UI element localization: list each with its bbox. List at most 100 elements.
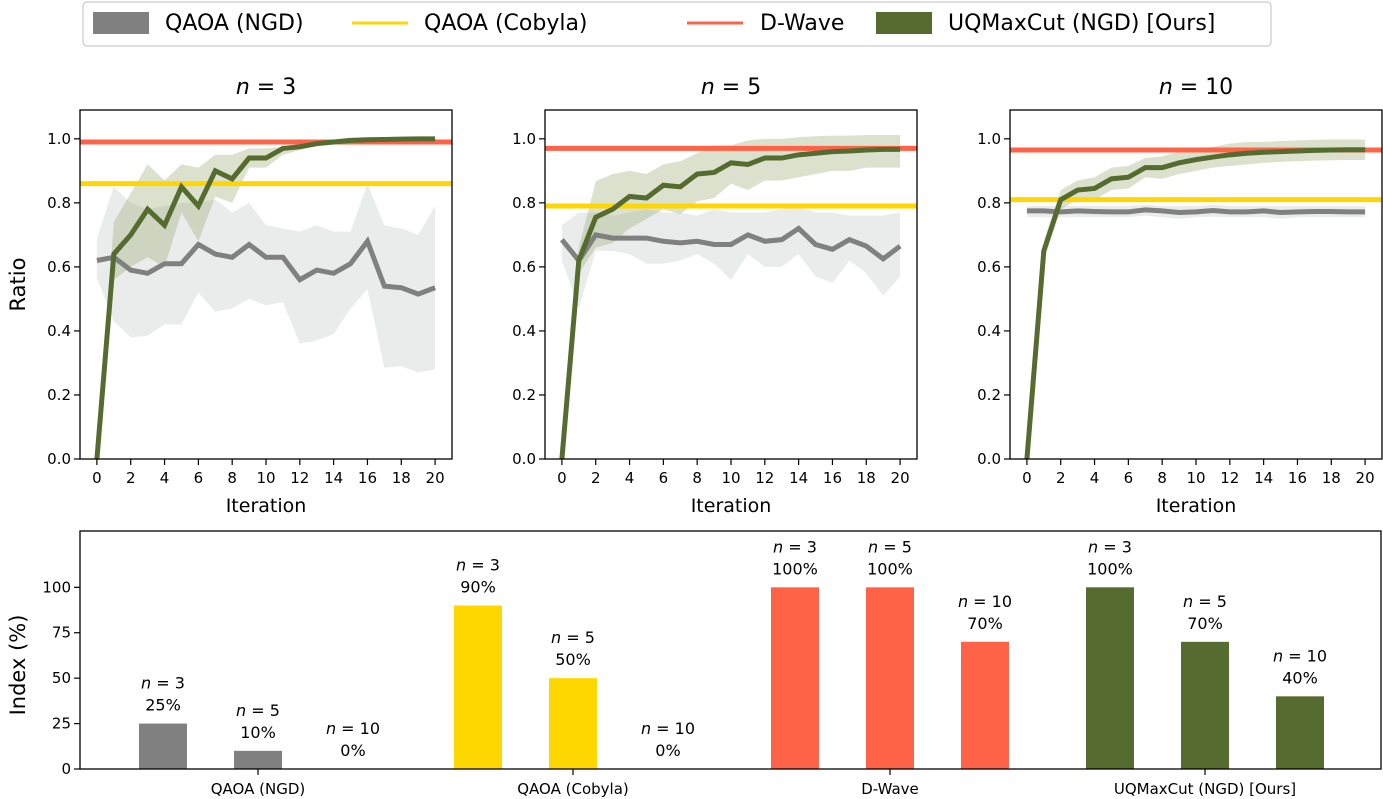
- x-tick-label: 16: [823, 469, 842, 487]
- bar-group-dwave: 100% n = 3 100% n = 5 70% n = 10 D-Wave: [771, 537, 1012, 798]
- line-panel-n3: 0 2 4 6 8 10 12 14 16 18 20 0.0 0.2 0.4 0.6 0.8 1.0 Itera…: [6, 75, 453, 517]
- y-tick-label: 0.0: [977, 450, 1001, 468]
- category-label: UQMaxCut (NGD) [Ours]: [1114, 780, 1296, 798]
- n-variable: n: [326, 719, 336, 738]
- bar-n-label: n = 3: [456, 555, 500, 574]
- bar: [139, 723, 187, 769]
- legend: QAOA (NGD) QAOA (Cobyla) D-Wave UQMaxCut…: [82, 1, 1272, 47]
- x-tick-label: 16: [1288, 469, 1307, 487]
- x-tick-label: 8: [227, 469, 237, 487]
- n-variable: n: [141, 674, 151, 693]
- legend-swatch-qaoa-ngd: [93, 12, 149, 34]
- y-tick-label: 0.4: [977, 322, 1001, 340]
- n-value: 3: [490, 555, 500, 574]
- bar: [866, 587, 914, 769]
- equals-sign: =: [1283, 646, 1307, 665]
- n-value: 10: [1307, 646, 1327, 665]
- panel-title: n = 3: [236, 75, 296, 100]
- legend-frame: [82, 1, 1272, 47]
- bar-n-label: n = 10: [1273, 646, 1327, 665]
- y-tick-label: 25: [52, 715, 71, 733]
- y-tick-label: 0.6: [977, 258, 1001, 276]
- bar-value-label: 50%: [555, 650, 591, 669]
- n-variable: n: [551, 628, 561, 647]
- x-tick-label: 8: [692, 469, 702, 487]
- legend-label-uqmaxcut: UQMaxCut (NGD) [Ours]: [948, 11, 1215, 36]
- n-variable: n: [958, 592, 968, 611]
- y-tick-label: 0.2: [977, 386, 1001, 404]
- equals-sign: =: [1098, 537, 1122, 556]
- bar-group-uqmaxcut: 100% n = 3 70% n = 5 40% n = 10 UQMaxCut (NGD)…: [1086, 537, 1327, 798]
- x-tick-label: 16: [358, 469, 377, 487]
- qaoa-ngd-band: [561, 206, 901, 309]
- n-value: 10: [675, 719, 695, 738]
- bar-value-label: 0%: [655, 741, 680, 760]
- panel-title: n = 10: [1159, 75, 1233, 100]
- bar-n-label: n = 10: [641, 719, 695, 738]
- x-tick-label: 12: [755, 469, 774, 487]
- n-value: 5: [1217, 592, 1227, 611]
- x-tick-label: 10: [1186, 469, 1205, 487]
- x-tick-label: 2: [591, 469, 601, 487]
- n-variable: n: [456, 555, 466, 574]
- x-tick-label: 18: [857, 469, 876, 487]
- legend-label-qaoa-ngd: QAOA (NGD): [165, 11, 304, 36]
- equals-sign: =: [1193, 592, 1217, 611]
- bar: [1181, 641, 1229, 769]
- legend-swatch-uqmaxcut: [876, 12, 932, 34]
- uqmaxcut-line: [1024, 147, 1366, 460]
- x-tick-label: 6: [1124, 469, 1134, 487]
- x-tick-label: 20: [426, 469, 445, 487]
- legend-label-dwave: D-Wave: [760, 11, 844, 36]
- n-value: 5: [585, 628, 595, 647]
- y-axis-label: Index (%): [6, 615, 30, 716]
- bar-value-label: 100%: [772, 559, 818, 578]
- uqmaxcut-band: [561, 134, 901, 460]
- n-variable: n: [236, 701, 246, 720]
- n-value: 10: [1205, 75, 1233, 100]
- bar-n-label: n = 10: [326, 719, 380, 738]
- x-tick-label: 0: [92, 469, 102, 487]
- bar-n-label: n = 5: [868, 537, 912, 556]
- uqmaxcut-line: [559, 146, 901, 460]
- uqmaxcut-line: [94, 136, 436, 460]
- bar: [549, 678, 597, 769]
- y-tick-label: 0.4: [512, 322, 536, 340]
- y-tick-label: 0.2: [512, 386, 536, 404]
- x-tick-label: 0: [1022, 469, 1032, 487]
- n-value: 10: [360, 719, 380, 738]
- x-tick-label: 20: [891, 469, 910, 487]
- category-label: D-Wave: [861, 780, 919, 798]
- y-tick-label: 0.6: [512, 258, 536, 276]
- y-tick-label: 0.6: [47, 258, 71, 276]
- bar-value-label: 90%: [460, 577, 496, 596]
- bar: [234, 750, 282, 769]
- y-tick-label: 0.0: [47, 450, 71, 468]
- bar-value-label: 0%: [340, 741, 365, 760]
- n-variable: n: [1183, 592, 1193, 611]
- bar-n-label: n = 3: [1088, 537, 1132, 556]
- line-panel-n10: 0 2 4 6 8 10 12 14 16 18 20 0.0 0.2 0.4 0.6 0.8 1.0 Itera…: [977, 75, 1383, 517]
- x-axis-label: Iteration: [226, 495, 307, 517]
- y-tick-label: 0.0: [512, 450, 536, 468]
- qaoa-ngd-band: [96, 183, 436, 373]
- bar-n-label: n = 10: [958, 592, 1012, 611]
- bar-value-label: 40%: [1282, 668, 1318, 687]
- bar-n-label: n = 3: [773, 537, 817, 556]
- qaoa-ngd-line: [96, 236, 436, 297]
- n-value: 5: [902, 537, 912, 556]
- x-tick-label: 8: [1157, 469, 1167, 487]
- n-variable: n: [1088, 537, 1098, 556]
- x-tick-label: 20: [1356, 469, 1375, 487]
- n-value: 10: [992, 592, 1012, 611]
- y-tick-label: 100: [42, 578, 71, 596]
- n-variable: n: [641, 719, 651, 738]
- equals-sign: =: [1173, 75, 1205, 100]
- category-label: QAOA (NGD): [211, 780, 305, 798]
- bar-n-label: n = 5: [551, 628, 595, 647]
- y-tick-label: 75: [52, 624, 71, 642]
